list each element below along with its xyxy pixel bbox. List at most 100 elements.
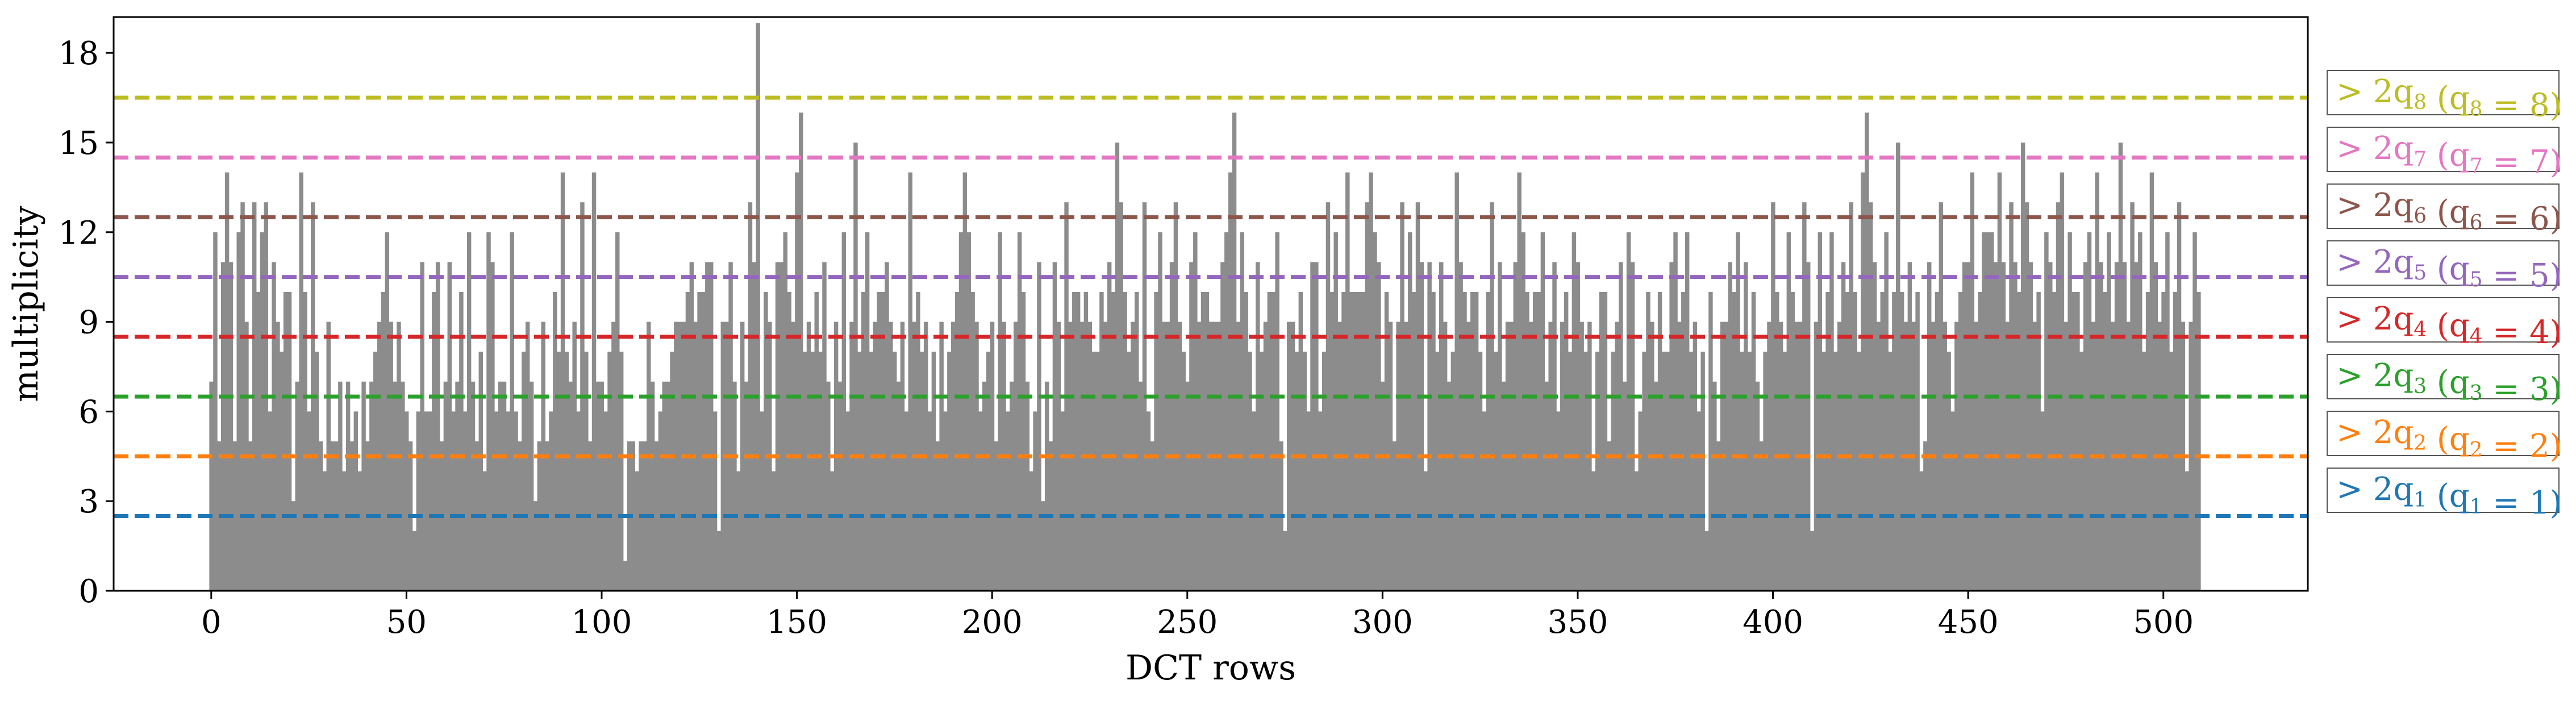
- bar: [2083, 262, 2088, 591]
- bar: [470, 381, 476, 591]
- bar: [435, 262, 440, 591]
- bar: [1806, 262, 1811, 591]
- x-tick-label: 150: [766, 604, 827, 641]
- bar: [2020, 142, 2025, 591]
- bar: [1017, 232, 1022, 591]
- bar: [2126, 322, 2131, 591]
- bar: [712, 411, 718, 591]
- bar: [1263, 322, 1268, 591]
- bar: [412, 531, 417, 591]
- bar: [1521, 232, 1525, 591]
- bar: [556, 352, 561, 591]
- bar: [303, 291, 307, 591]
- bar: [2095, 172, 2099, 591]
- x-tick-label: 100: [572, 604, 632, 641]
- bar: [1439, 262, 1444, 591]
- bar: [2169, 352, 2174, 591]
- bar: [533, 501, 538, 591]
- bar: [1006, 411, 1010, 591]
- bar: [752, 262, 757, 591]
- bar: [1736, 232, 1740, 591]
- bar: [1982, 232, 1986, 591]
- bar: [1646, 291, 1650, 591]
- bar: [1423, 471, 1428, 591]
- bar: [1564, 291, 1569, 591]
- bar: [1962, 262, 1967, 591]
- bar: [2122, 262, 2127, 591]
- bar: [299, 172, 303, 591]
- bar: [1853, 291, 1857, 591]
- bar: [260, 232, 265, 591]
- bar: [764, 291, 768, 591]
- bar: [560, 172, 565, 591]
- bar: [1454, 172, 1459, 591]
- bar: [1899, 291, 1904, 591]
- bar: [1060, 411, 1065, 591]
- bar: [1345, 172, 1350, 591]
- bar: [1107, 262, 1112, 591]
- bar: [498, 381, 503, 591]
- bar: [670, 352, 674, 591]
- bar: [998, 232, 1002, 591]
- y-tick-label: 0: [78, 573, 99, 610]
- bar: [232, 441, 237, 591]
- bar: [857, 352, 862, 591]
- bar: [841, 232, 847, 591]
- bar: [990, 322, 995, 591]
- bar: [1373, 232, 1377, 591]
- bar: [1536, 291, 1541, 591]
- bar: [1119, 202, 1123, 591]
- bar: [705, 262, 710, 591]
- bar: [896, 381, 901, 591]
- bar: [931, 352, 936, 591]
- bar: [689, 262, 694, 591]
- bar: [428, 411, 432, 591]
- legend-label: > 2q8 (q8 = 8): [2336, 73, 2562, 124]
- bar: [802, 352, 807, 591]
- bar: [1341, 291, 1346, 591]
- bar: [783, 232, 788, 591]
- bar: [272, 262, 276, 591]
- bar: [1115, 142, 1120, 591]
- legend-label: > 2q1 (q1 = 1): [2336, 471, 2562, 521]
- bar: [795, 172, 799, 591]
- bar: [740, 322, 745, 591]
- bar: [510, 232, 514, 591]
- bar: [1349, 291, 1354, 591]
- bar: [553, 291, 557, 591]
- bar: [1747, 352, 1752, 591]
- bar: [1517, 172, 1522, 591]
- bar: [1544, 381, 1549, 591]
- bar: [1287, 322, 1291, 591]
- bar: [1755, 381, 1760, 591]
- bar: [1021, 291, 1026, 591]
- bar: [494, 411, 499, 591]
- bar: [2001, 262, 2006, 591]
- bar: [1978, 291, 1982, 591]
- bar: [1314, 262, 1319, 591]
- bar: [1763, 352, 1768, 591]
- bar: [970, 291, 975, 591]
- bar: [814, 291, 819, 591]
- legend-label: > 2q6 (q6 = 6): [2336, 187, 2562, 237]
- legend-label: > 2q2 (q2 = 2): [2336, 414, 2562, 465]
- bar: [889, 322, 893, 591]
- bar: [1689, 352, 1694, 591]
- bar: [1056, 322, 1061, 591]
- bar: [322, 471, 327, 591]
- legend-box: [2327, 354, 2560, 399]
- legend-item: > 2q3 (q3 = 3): [2327, 354, 2562, 408]
- bar: [1673, 232, 1678, 591]
- bar: [1657, 291, 1662, 591]
- bar: [1821, 352, 1826, 591]
- bar: [1552, 262, 1557, 591]
- x-tick-label: 250: [1157, 604, 1218, 641]
- bar: [1958, 291, 1963, 591]
- bar: [1814, 322, 1819, 591]
- y-tick-label: 12: [59, 215, 99, 252]
- bar: [2145, 291, 2150, 591]
- bar: [1298, 291, 1303, 591]
- bar: [635, 471, 639, 591]
- bar: [916, 291, 920, 591]
- bar: [2075, 291, 2080, 591]
